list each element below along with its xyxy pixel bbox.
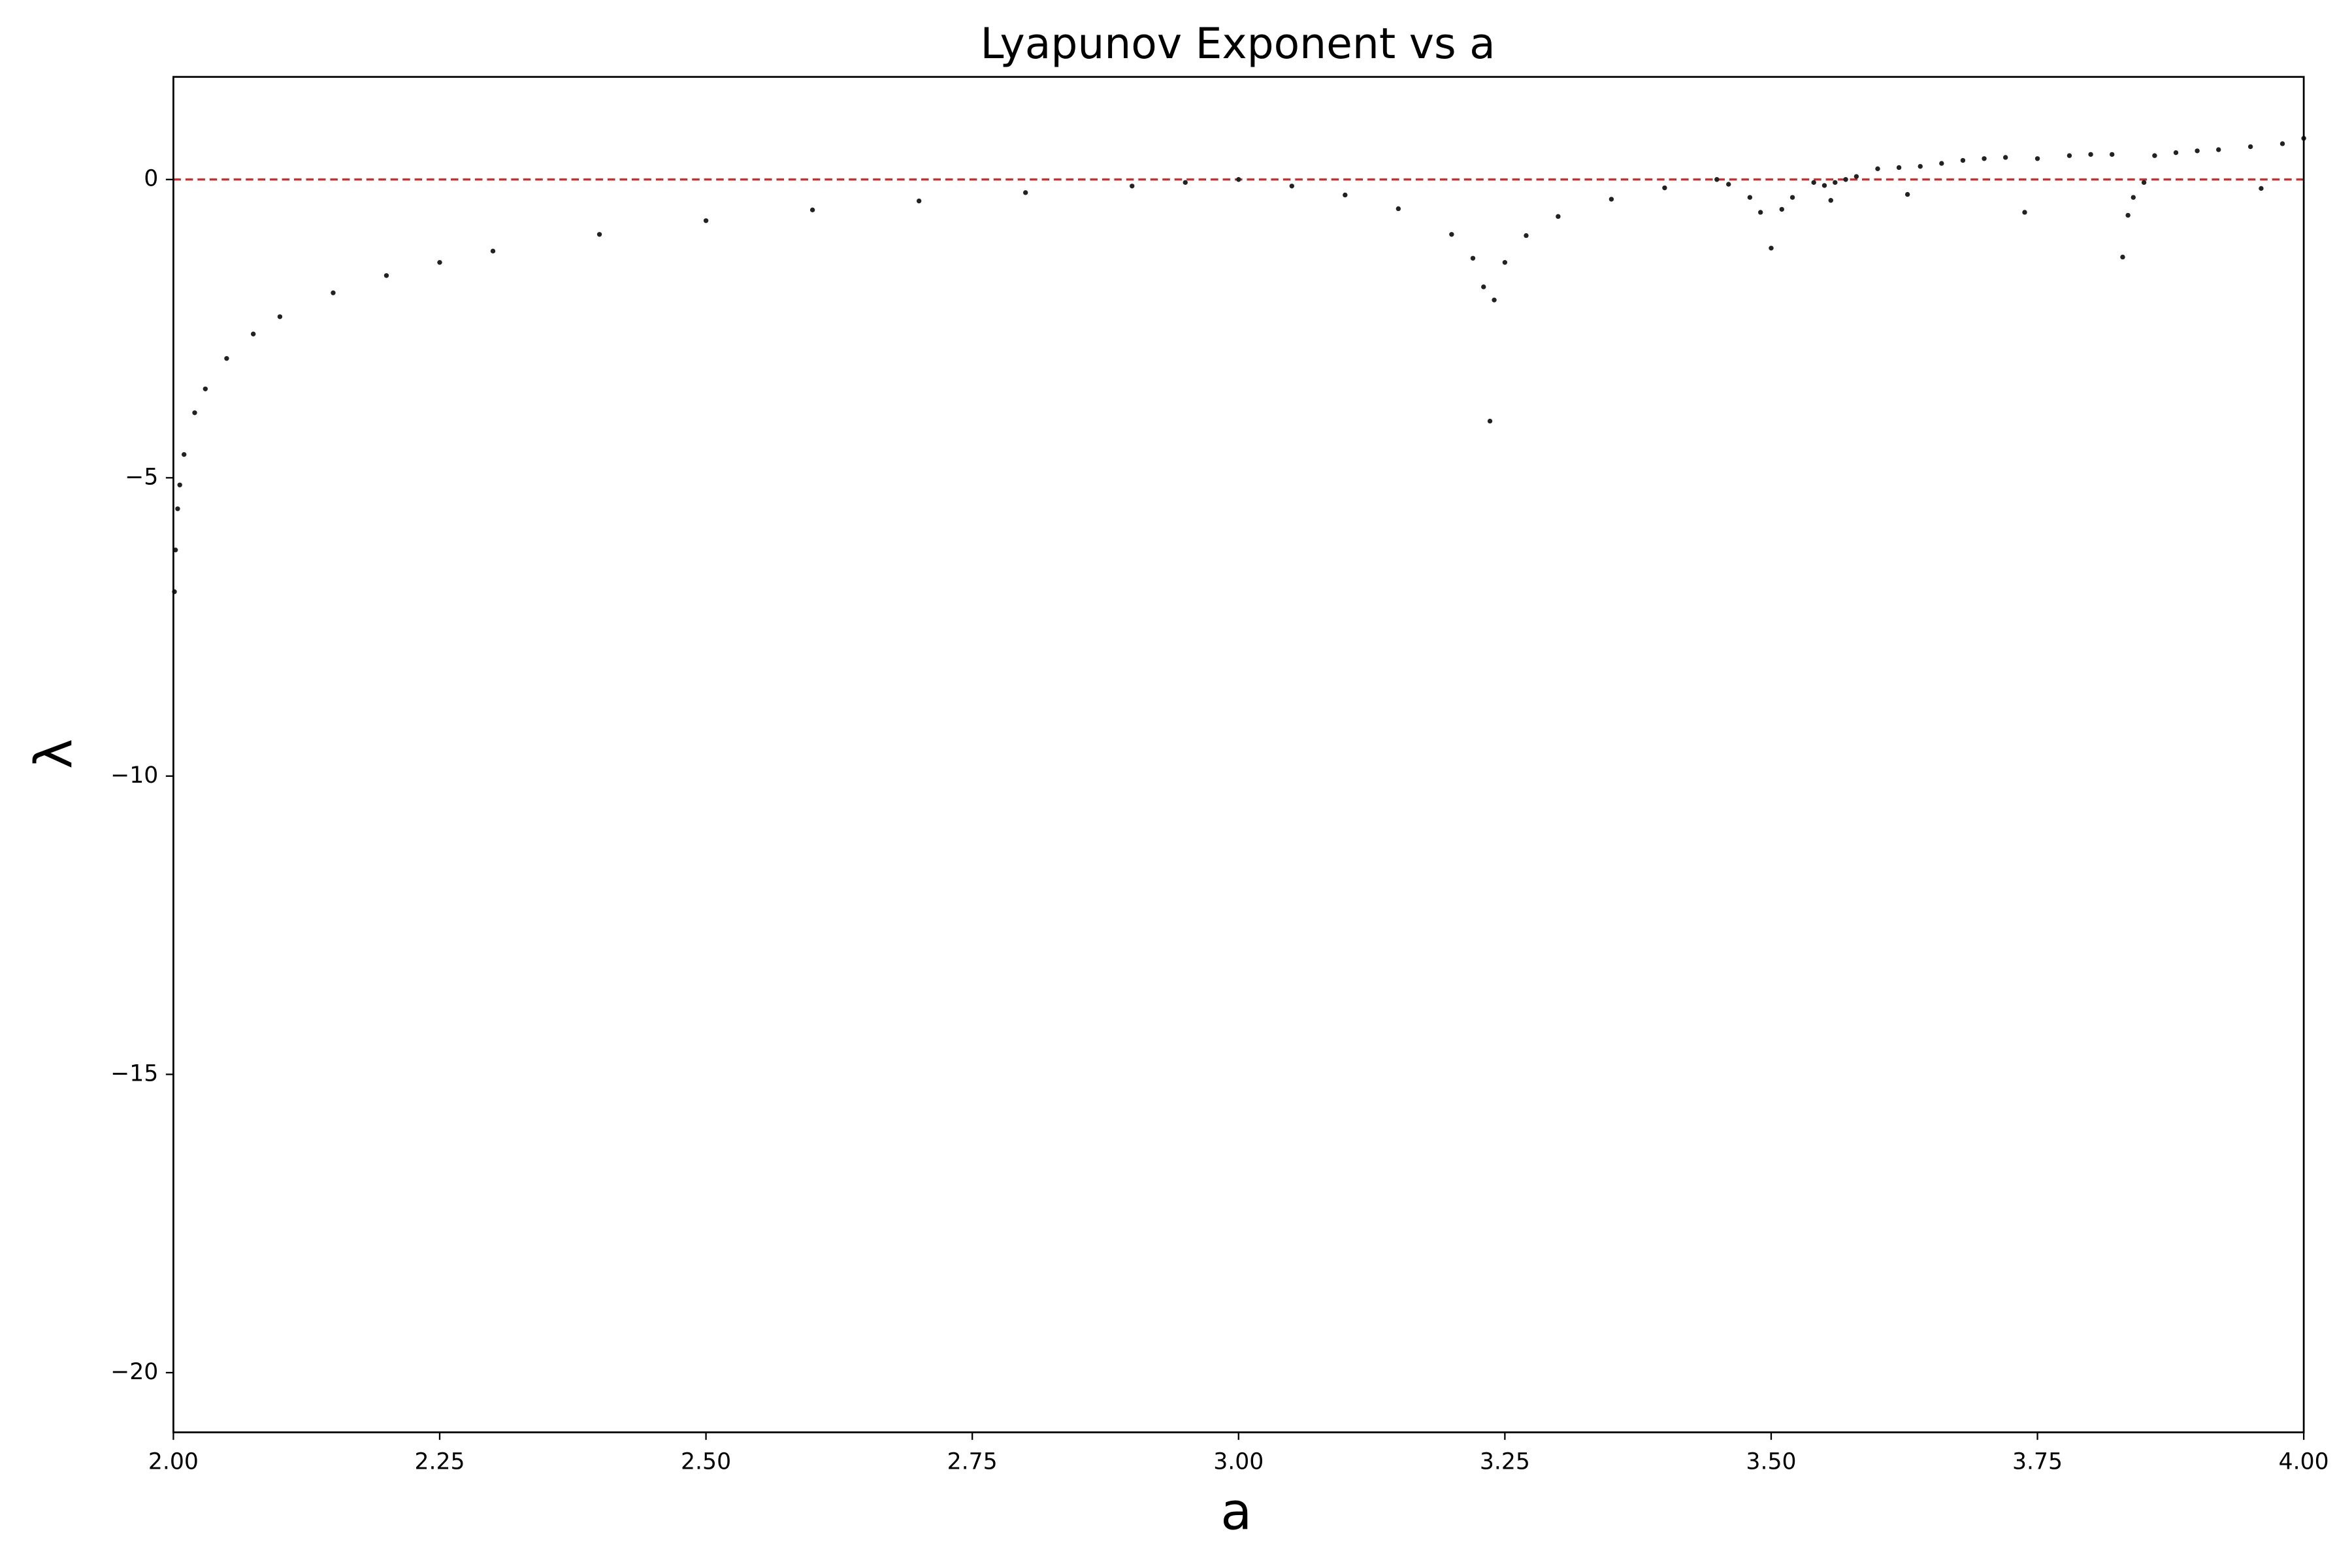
x-tick-label: 3.50 — [1746, 1448, 1796, 1475]
data-point — [1556, 214, 1561, 220]
data-point — [1130, 184, 1135, 189]
data-point — [2088, 152, 2093, 157]
data-point — [596, 232, 602, 237]
data-point — [1779, 206, 1784, 212]
data-point — [1236, 177, 1241, 182]
data-point — [1843, 177, 1848, 182]
data-point — [1960, 157, 1966, 163]
data-point — [1449, 232, 1454, 237]
data-point — [181, 452, 187, 457]
data-point — [1918, 163, 1923, 169]
plot-area — [172, 136, 2306, 595]
axes-frame — [172, 76, 2305, 1433]
data-point — [1481, 284, 1486, 289]
y-tick-label: 0 — [144, 166, 158, 192]
data-point — [2152, 153, 2157, 158]
data-point — [2002, 155, 2008, 160]
data-point — [2259, 186, 2264, 191]
x-tick-label: 2.00 — [148, 1448, 199, 1475]
data-point — [703, 218, 709, 223]
chart-title: Lyapunov Exponent vs a — [980, 20, 1495, 69]
data-point — [1726, 182, 1731, 187]
data-point — [1854, 174, 1859, 179]
x-tick-label: 2.25 — [414, 1448, 465, 1475]
data-point — [250, 331, 256, 336]
data-point — [2022, 210, 2027, 215]
data-point — [331, 290, 336, 295]
data-point — [809, 207, 815, 213]
data-point — [1183, 180, 1188, 186]
data-point — [2141, 180, 2147, 186]
data-point — [2034, 156, 2040, 161]
x-tick-label: 3.00 — [1213, 1448, 1264, 1475]
data-point — [1289, 184, 1294, 189]
x-tick-label: 3.75 — [2012, 1448, 2063, 1475]
data-point — [2131, 195, 2136, 200]
data-point — [2195, 148, 2200, 154]
data-point — [1904, 191, 1910, 197]
data-point — [2247, 144, 2253, 150]
data-point — [1747, 195, 1753, 200]
data-point — [384, 273, 389, 278]
data-point — [916, 198, 922, 204]
data-point — [1524, 233, 1529, 238]
data-point — [175, 506, 180, 512]
data-point — [1470, 255, 1476, 261]
data-point — [1714, 177, 1720, 182]
data-point — [1821, 183, 1827, 188]
data-point — [1789, 195, 1795, 200]
data-point — [1875, 166, 1880, 172]
x-axis-label: a — [1220, 1482, 1252, 1542]
data-point — [1833, 180, 1838, 186]
data-point — [2279, 141, 2285, 146]
y-tick-label: −15 — [110, 1060, 158, 1086]
data-point — [1828, 198, 1833, 203]
data-point — [1023, 190, 1028, 195]
data-point — [1982, 156, 1987, 161]
data-point — [192, 410, 197, 416]
x-tick-label: 2.50 — [681, 1448, 731, 1475]
x-tick-label: 4.00 — [2279, 1448, 2329, 1475]
data-point — [1343, 192, 1348, 198]
data-point — [2216, 147, 2221, 152]
y-tick-label: −10 — [110, 762, 158, 789]
data-point — [177, 482, 182, 487]
data-point — [1896, 165, 1902, 171]
data-point — [1757, 210, 1763, 215]
data-point — [437, 259, 442, 265]
data-point — [172, 547, 178, 553]
data-point — [1811, 180, 1816, 186]
data-point — [1662, 185, 1667, 191]
data-point — [1502, 259, 1508, 265]
data-point — [277, 314, 283, 319]
data-point — [1487, 418, 1493, 424]
data-point — [224, 355, 229, 361]
y-tick-label: −5 — [125, 464, 158, 490]
data-point — [1939, 161, 1944, 166]
data-point — [1609, 197, 1614, 202]
data-point — [2120, 254, 2125, 260]
data-point — [2173, 150, 2179, 155]
data-point — [1492, 297, 1497, 302]
data-point — [1396, 206, 1401, 212]
x-tick-label: 3.25 — [1480, 1448, 1530, 1475]
data-point — [203, 386, 208, 391]
data-point — [490, 248, 496, 254]
data-point — [1769, 246, 1774, 251]
x-tick-label: 2.75 — [947, 1448, 998, 1475]
y-axis-label: λ — [24, 739, 84, 769]
data-point — [2109, 152, 2115, 157]
y-tick-label: −20 — [110, 1359, 158, 1385]
data-point — [2066, 153, 2072, 158]
data-point — [2125, 212, 2131, 218]
